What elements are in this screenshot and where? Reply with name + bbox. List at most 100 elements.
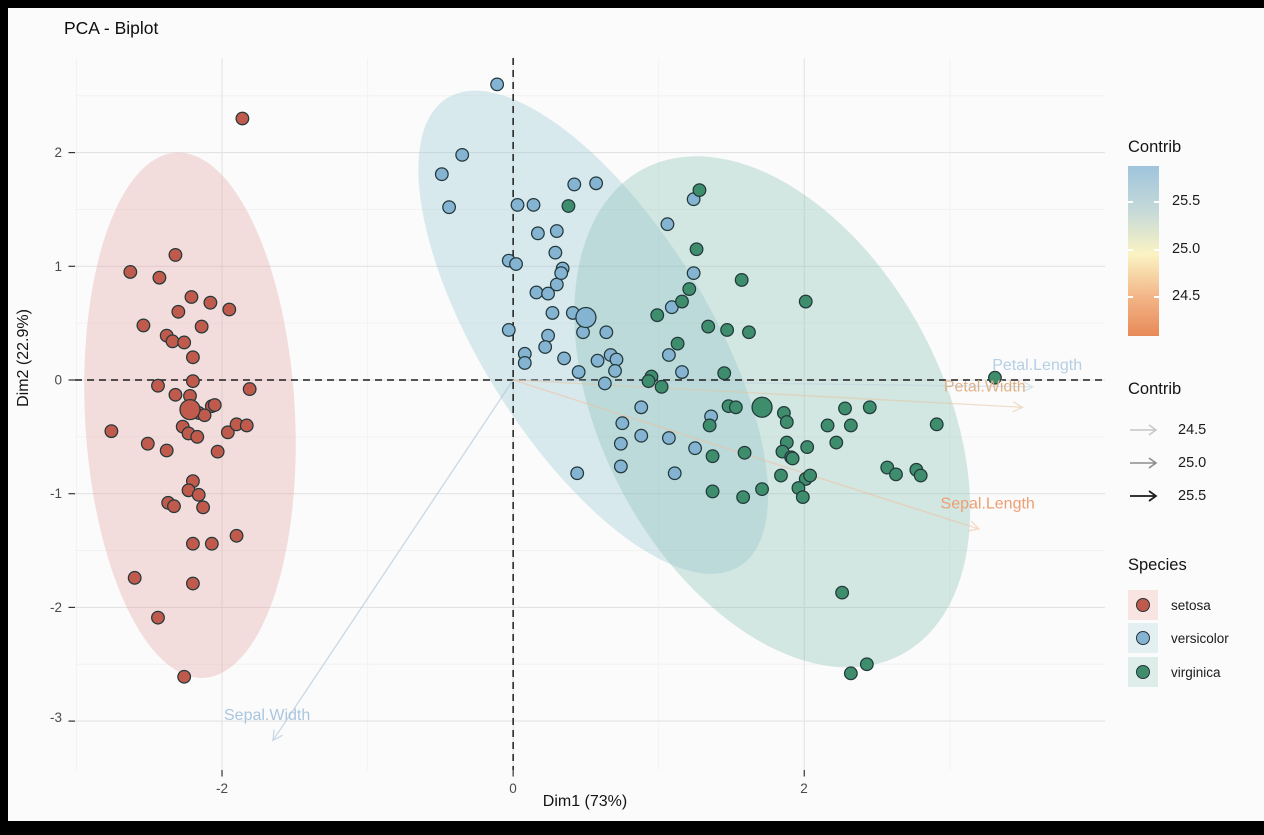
data-point-setosa [191,487,206,502]
data-point-virginica [561,199,576,213]
data-point-virginica [734,273,749,287]
data-point-virginica [670,336,685,351]
data-point-versicolor [442,200,457,215]
data-point-versicolor [608,363,622,378]
data-point-setosa [184,290,199,304]
data-point-versicolor [538,340,553,354]
data-point-virginica [737,445,752,460]
data-point-virginica [650,308,665,323]
data-point-virginica [829,435,844,450]
data-point-setosa [140,436,155,451]
confidence-ellipses [84,90,971,678]
data-point-versicolor [549,224,564,238]
data-point-versicolor [660,217,675,232]
versicolor-dot-icon [1136,631,1150,645]
x-tick-label: -2 [216,781,228,796]
data-point-setosa [222,302,237,317]
legend-label: versicolor [1171,630,1229,646]
gridlines [75,58,1105,770]
legend-item-setosa: setosa [1128,590,1211,620]
data-point-versicolor [634,428,649,443]
data-point-setosa [185,536,200,551]
data-point-versicolor [501,323,516,337]
data-point-versicolor [688,441,703,456]
panel-content: Petal.Length Petal.Width Sepal.Length Se… [75,58,1105,770]
data-point-virginica [835,585,850,600]
data-point-virginica [742,325,756,340]
data-point-setosa [204,536,219,551]
data-point-versicolor [634,400,649,415]
data-point-virginica [675,294,689,309]
data-point-setosa [207,398,222,412]
data-point-versicolor [509,257,523,271]
data-point-virginica [859,657,874,672]
var-label-sepal-width: Sepal.Width [224,707,310,724]
data-point-setosa [168,248,183,262]
data-point-setosa [152,270,167,285]
letterbox-bottom [0,821,1264,835]
contrib-gradient-bar [1128,166,1159,336]
data-point-versicolor [661,431,676,445]
y-tick-label: -2 [50,600,62,615]
data-point-setosa [177,335,192,350]
x-tick-label: 2 [800,781,808,796]
letterbox-top [0,0,1264,8]
data-point-setosa [185,350,200,365]
data-point-versicolor [613,436,628,451]
data-point-virginica [929,417,944,432]
data-point-virginica [702,418,717,433]
data-point-virginica [717,366,732,381]
arrow-icon [1130,457,1158,469]
data-point-setosa [229,528,244,543]
legend-key [1128,590,1158,620]
data-point-versicolor [490,77,505,92]
data-point-versicolor [615,416,630,431]
y-tick-label: 2 [54,145,62,160]
data-point-setosa [151,378,165,393]
data-point-virginica [843,418,858,433]
data-point-versicolor [455,147,470,162]
data-point-versicolor [571,365,586,379]
x-tick-label: 0 [509,781,517,796]
data-point-setosa [194,319,209,334]
data-point-virginica [843,666,858,681]
data-point-virginica [728,400,743,415]
data-point-virginica [800,440,815,455]
x-axis-label: Dim1 (73%) [543,793,627,810]
var-label-petal-length: Petal.Length [992,357,1082,374]
data-point-setosa [171,304,186,319]
data-point-setosa [242,382,257,397]
data-point-setosa [239,418,254,433]
data-point-versicolor [541,328,556,343]
data-point-virginica [736,490,751,505]
legend-key [1128,623,1158,653]
data-point-versicolor [613,459,628,474]
axis-ticks [68,151,805,777]
data-point-versicolor [554,266,569,281]
contrib-gradient-legend-title: Contrib [1128,138,1182,156]
data-point-virginica [641,374,656,389]
data-point-versicolor [599,325,614,340]
virginica-dot-icon [1136,665,1150,679]
data-point-versicolor [434,167,449,182]
legend-label: setosa [1171,597,1211,613]
legend-item-versicolor: versicolor [1128,623,1229,653]
data-point-versicolor [609,352,624,367]
data-point-virginica [820,418,835,433]
data-point-versicolor [541,286,556,301]
data-point-versicolor [589,176,604,191]
data-point-versicolor [517,356,532,370]
species-legend-title: Species [1128,556,1187,574]
data-point-versicolor [526,197,541,212]
data-point-versicolor [557,351,572,366]
data-points [104,77,1002,684]
data-point-virginica [720,323,735,337]
data-point-virginica [913,468,928,483]
data-point-setosa [151,610,165,625]
data-point-setosa [168,387,183,402]
data-point-versicolor [570,466,585,481]
contrib-arrow-value: 24.5 [1178,422,1207,438]
color-gradient [1128,166,1159,336]
